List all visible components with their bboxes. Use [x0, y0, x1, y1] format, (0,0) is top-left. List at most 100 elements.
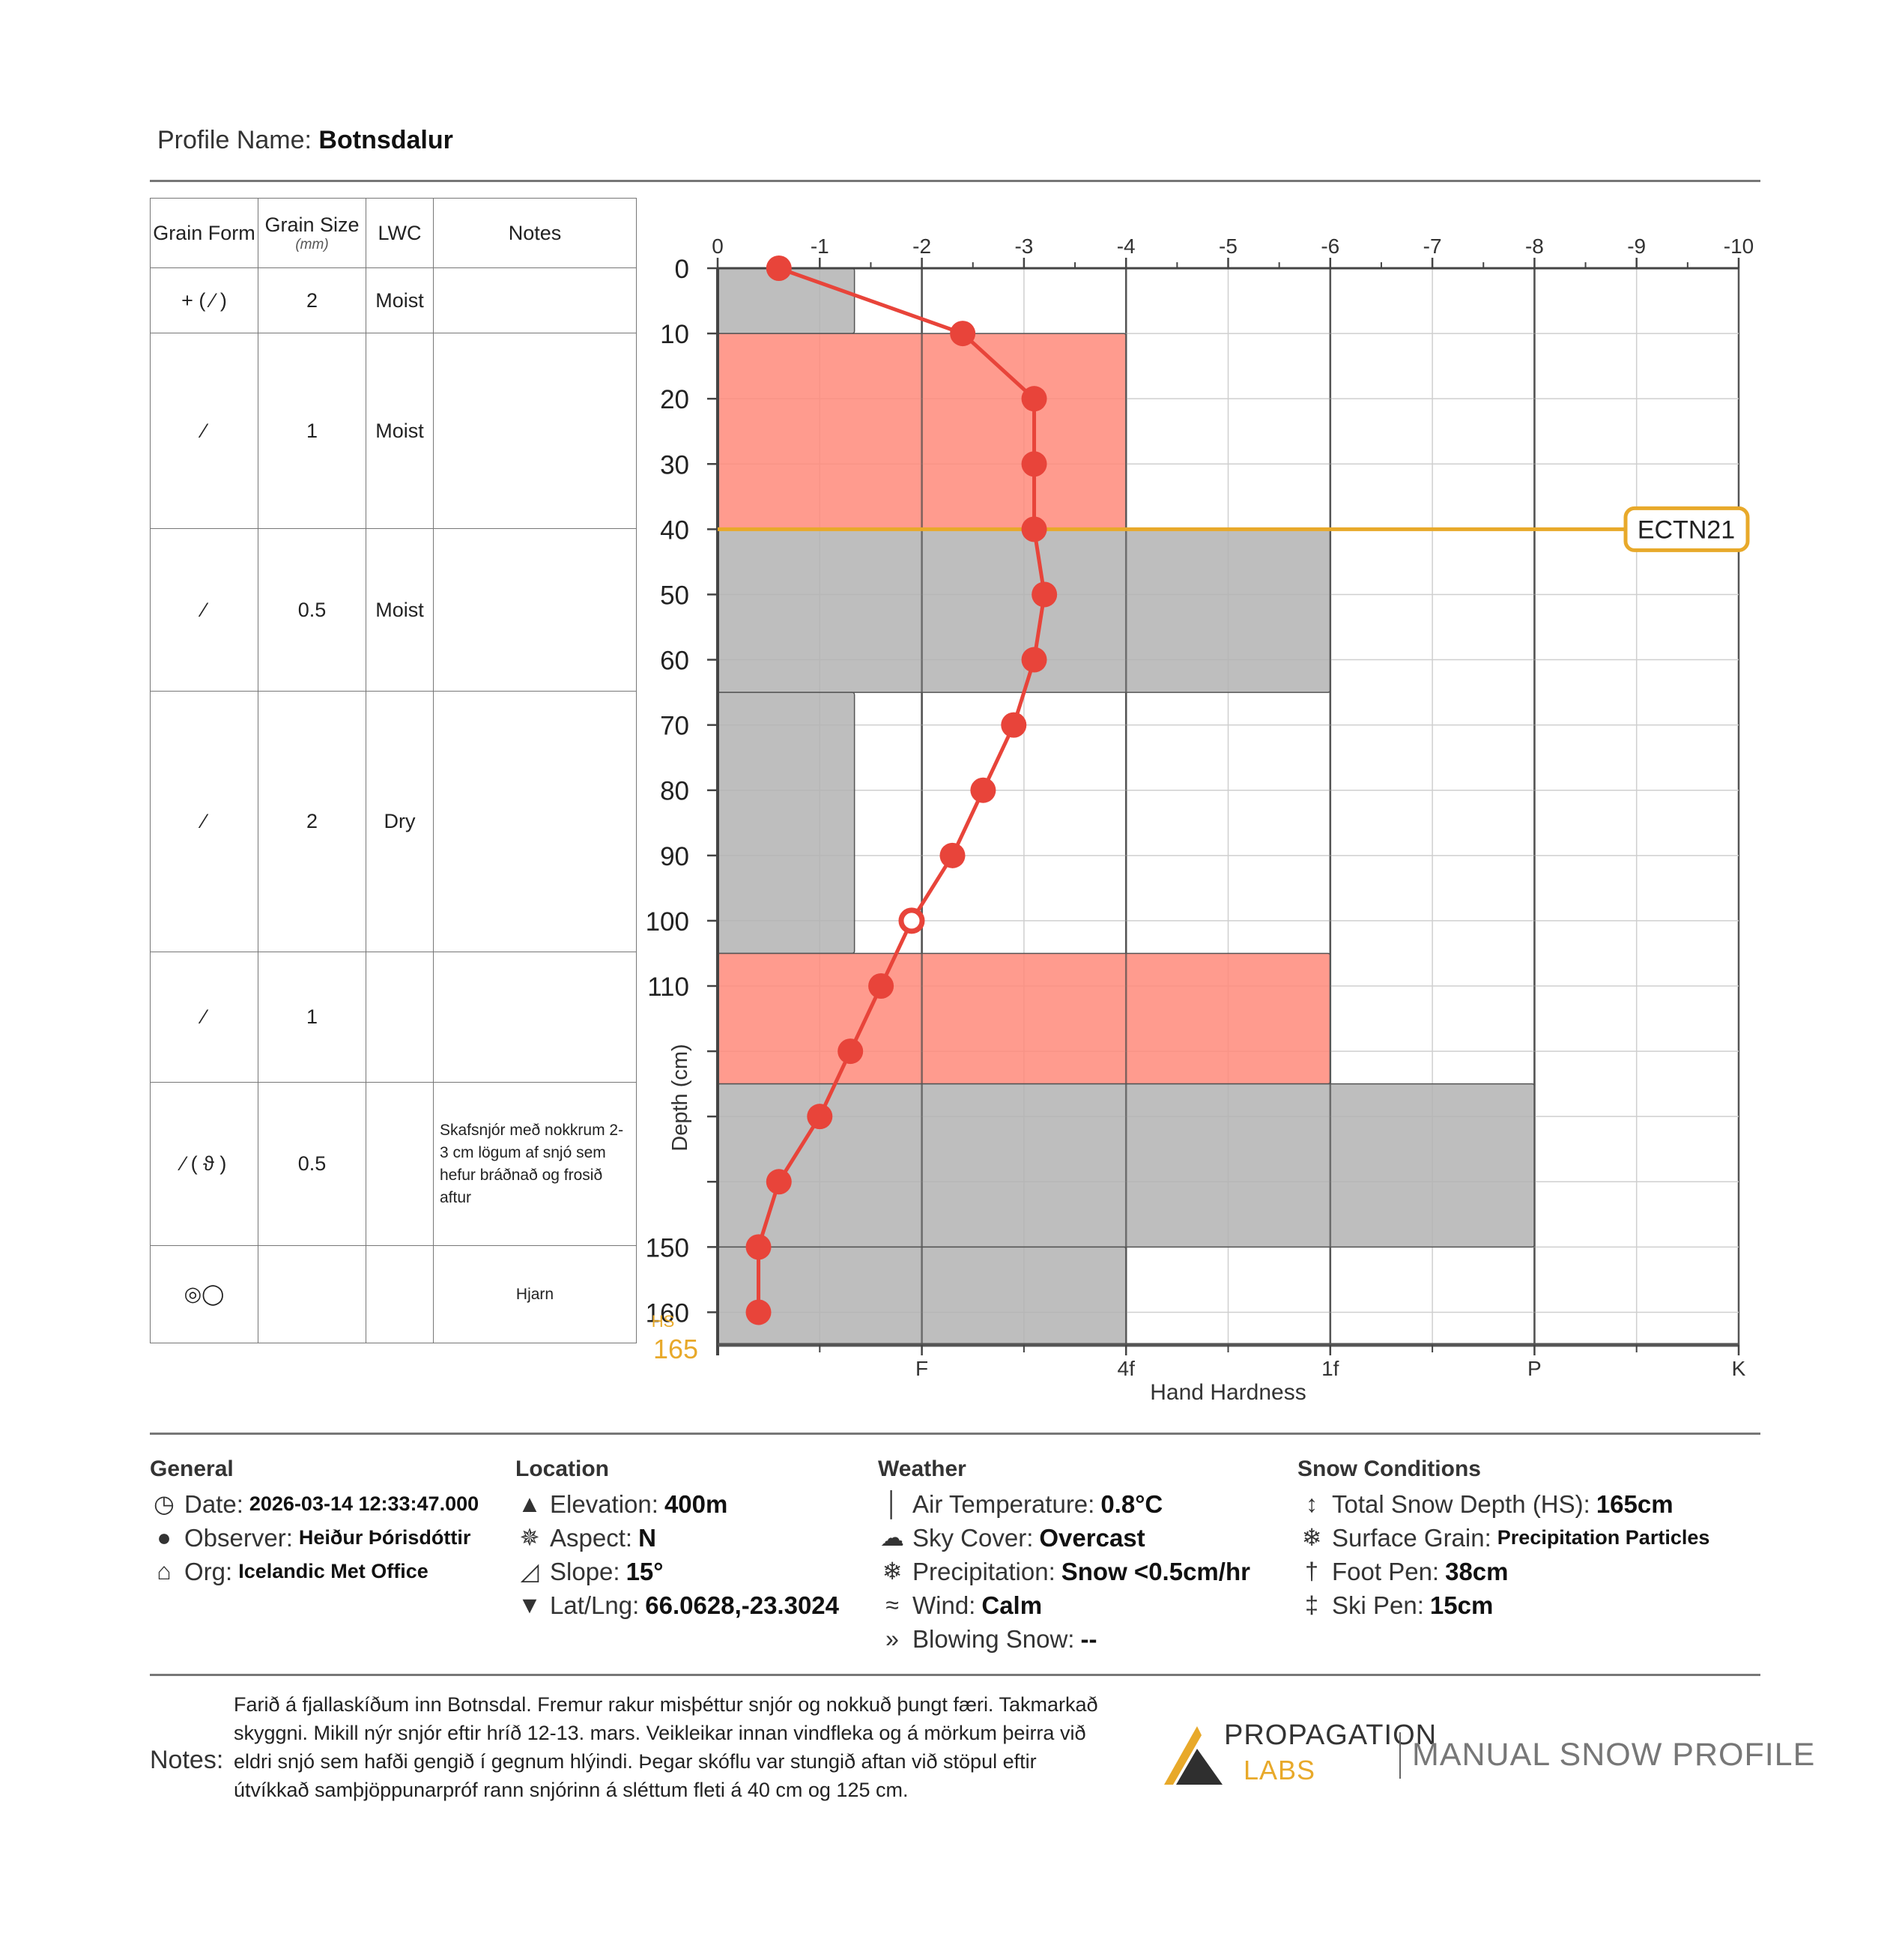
thermometer-icon: │	[885, 1490, 900, 1517]
stability-test: ECTN21	[718, 506, 1750, 552]
temperature-point	[745, 1299, 772, 1325]
person-icon: ●	[157, 1524, 172, 1551]
grain-size-cell: 0.5	[258, 1082, 366, 1246]
observer-row: ● Observer: Heiður Þórisdóttir	[150, 1521, 479, 1555]
weather-section: Weather │ Air Temperature: 0.8°C ☁ Sky C…	[878, 1452, 1250, 1656]
depth-tick-label: 70	[660, 712, 689, 741]
brand-tag: MANUAL SNOW PROFILE	[1412, 1737, 1816, 1773]
profile-name-label: Profile Name:	[157, 126, 312, 154]
grain-form-cell: ⁄ ( ϑ )	[150, 1082, 258, 1246]
slope-icon: ◿	[520, 1558, 539, 1585]
profile-name: Botnsdalur	[318, 126, 453, 154]
hardness-layer-bar	[717, 528, 1331, 693]
ski-pen-value: 15cm	[1429, 1591, 1494, 1619]
latlng-label: Lat/Lng:	[550, 1591, 640, 1619]
chart-labels: 0 10 20 30 40 50 60 70 80 90 100 110 150 160 Depth (cm…	[646, 255, 1306, 1405]
notes-text: Farið á fjallaskíðum inn Botnsdal. Fremu…	[234, 1693, 1098, 1801]
wind-value: Calm	[981, 1591, 1043, 1619]
grain-size-cell: 2	[258, 267, 366, 333]
depth-axis-label: Depth (cm)	[668, 1044, 692, 1151]
double-chevron-icon: »	[885, 1625, 899, 1652]
latlng-value: 66.0628,-23.3024	[645, 1591, 840, 1619]
temperature-point	[1032, 581, 1058, 608]
snow-profile-chart: 0 -1 -2 -3 -4 -5 -6 -7 -8 -9 -10 F 4f 1f P K ECTN21 0 10…	[646, 235, 1754, 1405]
depth-tick-label: 50	[660, 581, 689, 610]
hardness-layer-bar	[717, 692, 855, 955]
observer-label: Observer:	[184, 1524, 293, 1552]
notes-divider	[150, 1674, 1760, 1676]
sky-label: Sky Cover:	[912, 1524, 1034, 1552]
org-label: Org:	[184, 1558, 233, 1585]
depth-tick-label: 10	[660, 320, 689, 349]
org-row: ⌂ Org: Icelandic Met Office	[150, 1555, 479, 1588]
map-pin-icon: ▼	[518, 1591, 542, 1618]
brand-sub: LABS	[1244, 1755, 1316, 1785]
brand-divider	[1399, 1732, 1401, 1779]
temperature-tick-label: -5	[1219, 235, 1238, 258]
org-value: Icelandic Met Office	[238, 1560, 428, 1582]
hardness-tick-label: P	[1527, 1357, 1542, 1380]
date-value: 2026-03-14 12:33:47.000	[249, 1492, 479, 1515]
grain-size-cell: 1	[258, 333, 366, 529]
layer-table-header: Grain Form Grain Size (mm) LWC Notes	[150, 198, 637, 268]
hardness-tick-label: 1f	[1321, 1357, 1339, 1380]
hs-label: Total Snow Depth (HS):	[1332, 1490, 1590, 1518]
table-row: ⁄ 1 Moist	[150, 333, 637, 529]
meta-divider-top	[150, 1433, 1760, 1435]
hs-value: 165	[653, 1334, 698, 1364]
elevation-label: Elevation:	[550, 1490, 658, 1518]
depth-tick-label: 30	[660, 450, 689, 480]
weather-title: Weather	[878, 1457, 966, 1481]
latlng-row: ▼ Lat/Lng: 66.0628,-23.3024	[515, 1588, 839, 1622]
grain-size-header-label: Grain Size	[264, 213, 360, 236]
notes-label: Notes:	[150, 1746, 224, 1774]
home-icon: ⌂	[157, 1558, 172, 1585]
grain-form-cell: ⁄	[150, 528, 258, 692]
depth-tick-label: 110	[647, 973, 689, 1002]
air-temp-row: │ Air Temperature: 0.8°C	[878, 1487, 1250, 1521]
general-section: General ◷ Date: 2026-03-14 12:33:47.000 …	[150, 1452, 479, 1588]
grain-size-header: Grain Size (mm)	[258, 198, 366, 268]
depth-tick-label: 60	[660, 647, 689, 676]
header-divider	[150, 180, 1760, 182]
precip-value: Snow <0.5cm/hr	[1061, 1558, 1250, 1585]
depth-icon: ↕	[1306, 1490, 1318, 1517]
general-title: General	[150, 1457, 234, 1481]
table-row: ⁄ ( ϑ ) 0.5 Skafsnjór með nokkrum 2-3 cm…	[150, 1082, 637, 1246]
hardness-tick-label: 4f	[1118, 1357, 1136, 1380]
temperature-tick-label: -1	[811, 235, 829, 258]
slope-value: 15°	[626, 1558, 664, 1585]
depth-tick-label: 150	[646, 1233, 689, 1262]
date-row: ◷ Date: 2026-03-14 12:33:47.000	[150, 1487, 479, 1521]
surface-row: ❄ Surface Grain: Precipitation Particles	[1297, 1521, 1710, 1555]
grain-size-cell: 2	[258, 691, 366, 952]
slope-label: Slope:	[550, 1558, 620, 1585]
lwc-cell: Moist	[366, 333, 434, 529]
hs-value: 165cm	[1596, 1490, 1674, 1518]
hardness-tick-label: K	[1732, 1357, 1746, 1380]
hiker-icon: †	[1305, 1558, 1318, 1585]
chart-axes: 0 -1 -2 -3 -4 -5 -6 -7 -8 -9 -10 F 4f 1f P K	[707, 235, 1754, 1380]
foot-pen-value: 38cm	[1445, 1558, 1509, 1585]
depth-tick-label: 100	[646, 907, 689, 937]
date-label: Date:	[184, 1490, 243, 1518]
snow-conditions-title: Snow Conditions	[1297, 1457, 1481, 1481]
wind-icon: ≈	[885, 1591, 899, 1618]
stability-test-badge	[1623, 506, 1750, 552]
table-row: ⁄ 0.5 Moist	[150, 528, 637, 692]
aspect-label: Aspect:	[550, 1524, 633, 1552]
temperature-profile	[745, 255, 1058, 1325]
notes-cell	[433, 528, 637, 692]
hs-row: ↕ Total Snow Depth (HS): 165cm	[1297, 1487, 1709, 1521]
notes-cell: Skafsnjór með nokkrum 2-3 cm lögum af sn…	[433, 1082, 637, 1246]
precip-label: Precipitation:	[912, 1558, 1055, 1585]
temperature-point	[970, 777, 996, 803]
compass-icon: ✵	[519, 1524, 540, 1551]
lwc-header: LWC	[366, 198, 434, 268]
temperature-tick-label: -10	[1724, 235, 1754, 258]
observer-value: Heiður Þórisdóttir	[298, 1526, 471, 1549]
snow-conditions-section: Snow Conditions ↕ Total Snow Depth (HS):…	[1297, 1452, 1709, 1622]
sky-value: Overcast	[1039, 1524, 1145, 1552]
aspect-row: ✵ Aspect: N	[515, 1521, 839, 1555]
surface-value: Precipitation Particles	[1497, 1526, 1710, 1549]
